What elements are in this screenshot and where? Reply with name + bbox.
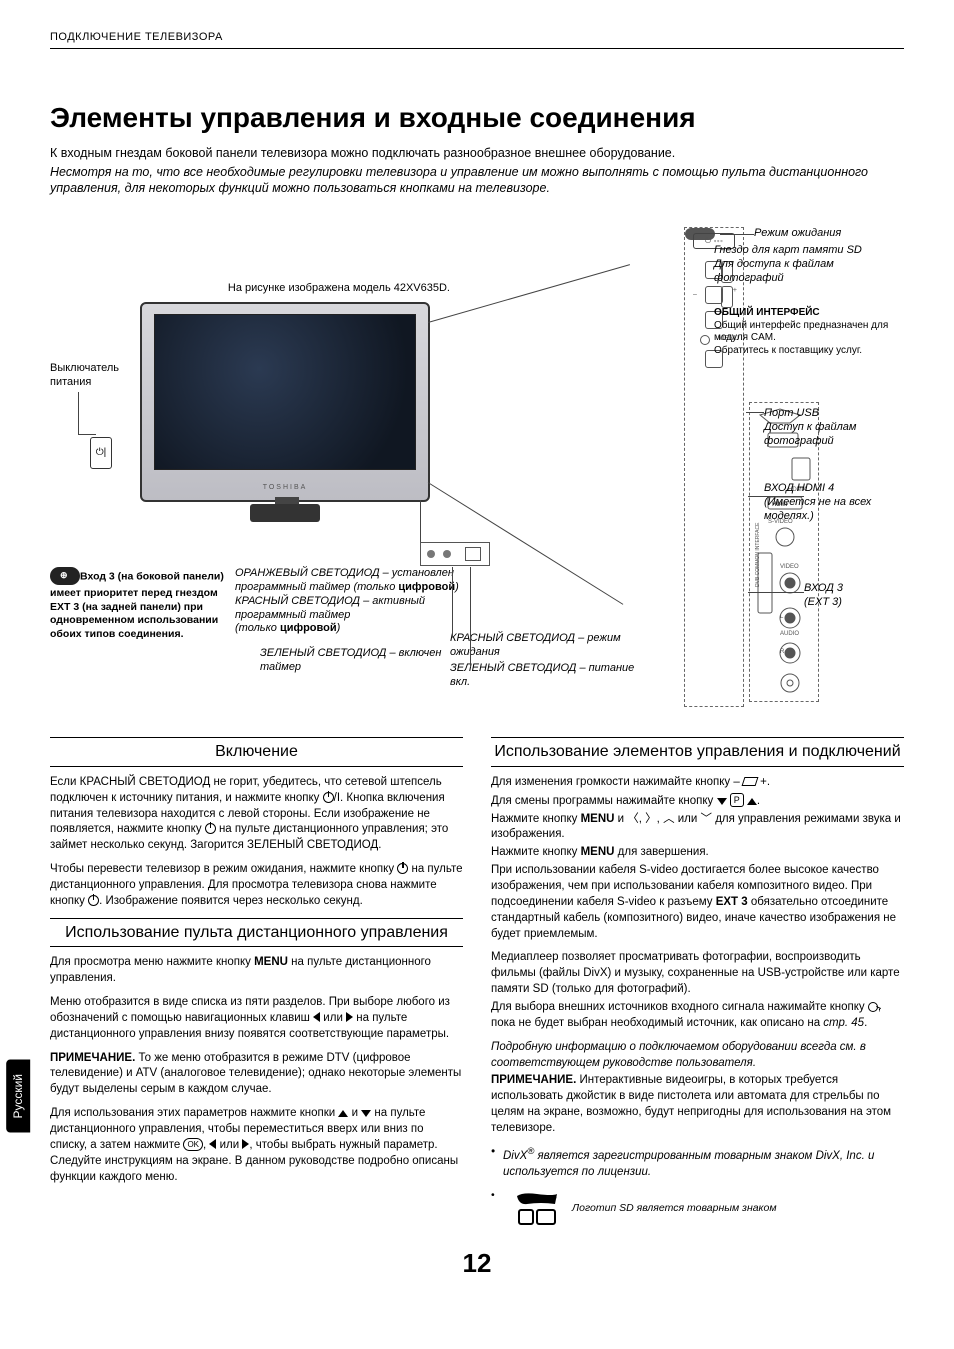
- s3-p3: Нажмите кнопку MENU и 〈, 〉, ︿ или ﹀ для …: [491, 812, 904, 844]
- power-icon: [323, 792, 334, 803]
- svg-text:DVB COMMON INTERFACE: DVB COMMON INTERFACE: [755, 522, 761, 587]
- ci-slot-icon: [721, 286, 733, 308]
- input3-priority-note: ⊕ Вход 3 (на боковой панели) имеет приор…: [50, 567, 230, 641]
- divx-trademark: DivX® является зарегистрированным товарн…: [503, 1145, 904, 1181]
- power-switch-label: Выключатель питания: [50, 362, 155, 390]
- sd-trademark: ™ Логотип SD является товарным знаком: [503, 1188, 904, 1228]
- red-led-standby-label: КРАСНЫЙ СВЕТОДИОД – режим ожидания: [450, 632, 650, 660]
- up-arrow-icon: [747, 798, 757, 805]
- up-arrow-icon: [338, 1110, 348, 1117]
- model-note: На рисунке изображена модель 42XV635D.: [150, 282, 450, 296]
- power-icon: [397, 863, 408, 874]
- s3-p2: Для смены программы нажимайте кнопку P .: [491, 793, 904, 810]
- source-icon: [868, 1002, 878, 1012]
- svg-text:™: ™: [551, 1195, 557, 1202]
- s3-p8: Подробную информацию о подключаемом обор…: [491, 1040, 904, 1072]
- s2-p2: Меню отобразится в виде списка из пяти р…: [50, 995, 463, 1043]
- tv-stand: [250, 504, 320, 522]
- speaker-icon: [742, 777, 759, 786]
- p-icon: P: [730, 793, 744, 807]
- page-title: Элементы управления и входные соединения: [50, 99, 904, 137]
- ext3-label: ВХОД 3 (EXT 3): [804, 582, 904, 610]
- down-arrow-icon: [361, 1110, 371, 1117]
- s2-p3: Для использования этих параметров нажмит…: [50, 1106, 463, 1185]
- input-btn: [700, 335, 710, 345]
- tv-diagram: На рисунке изображена модель 42XV635D. T…: [50, 212, 904, 722]
- s3-p1: Для изменения громкости нажимайте кнопку…: [491, 775, 904, 791]
- s3-p7: Для выбора внешних источников входного с…: [491, 1000, 904, 1032]
- page-number: 12: [50, 1246, 904, 1281]
- tv-screen: [154, 314, 416, 470]
- s2-note: ПРИМЕЧАНИЕ. То же меню отобразится в реж…: [50, 1051, 463, 1099]
- s3-p6: Медиаплеер позволяет просматривать фотог…: [491, 950, 904, 998]
- language-tab: Русский: [6, 1060, 30, 1133]
- s2-p1: Для просмотра меню нажмите кнопку MENU н…: [50, 955, 463, 987]
- s1-p1: Если КРАСНЫЙ СВЕТОДИОД не горит, убедите…: [50, 775, 463, 854]
- usb-label: Порт USB Доступ к файлам фотографий: [764, 407, 904, 448]
- down-arrow-icon: [717, 798, 727, 805]
- standby-label: Режим ожидания: [754, 227, 904, 241]
- heading-controls: Использование элементов управления и под…: [491, 737, 904, 767]
- heading-remote: Использование пульта дистанционного упра…: [50, 918, 463, 948]
- orange-led-label: ОРАНЖЕВЫЙ СВЕТОДИОД – установлен програм…: [235, 567, 460, 636]
- s1-p2: Чтобы перевести телевизор в режим ожидан…: [50, 862, 463, 910]
- tv-brand: TOSHIBA: [142, 483, 428, 492]
- content-columns: Включение Если КРАСНЫЙ СВЕТОДИОД не гори…: [50, 737, 904, 1228]
- heading-power-on: Включение: [50, 737, 463, 767]
- green-led-power-label: ЗЕЛЕНЫЙ СВЕТОДИОД – питание вкл.: [450, 662, 650, 690]
- svg-text:AUDIO: AUDIO: [780, 631, 799, 637]
- power-icon: [88, 895, 99, 906]
- led-indicator: [420, 542, 490, 566]
- s3-note: ПРИМЕЧАНИЕ. Интерактивные видеоигры, в к…: [491, 1073, 904, 1136]
- intro-text-2: Несмотря на то, что все необходимые регу…: [50, 164, 904, 198]
- ci-label: ОБЩИЙ ИНТЕРФЕЙС Общий интерфейс предназн…: [714, 307, 904, 357]
- ok-icon: OK: [183, 1138, 203, 1151]
- sd-logo-icon: ™: [513, 1192, 561, 1228]
- svg-text:VIDEO: VIDEO: [780, 564, 799, 570]
- power-icon: [205, 823, 216, 834]
- section-header: ПОДКЛЮЧЕНИЕ ТЕЛЕВИЗОРА: [50, 30, 904, 49]
- left-column: Включение Если КРАСНЫЙ СВЕТОДИОД не гори…: [50, 737, 463, 1228]
- hdmi4-label: ВХОД HDMI 4 (Имеется не на всех моделях.…: [764, 482, 904, 523]
- power-switch-icon: ⏻|: [90, 437, 112, 469]
- sd-slot-label: Гнездо для карт памяти SD Для доступа к …: [714, 244, 904, 285]
- s3-p5: При использовании кабеля S-video достига…: [491, 863, 904, 942]
- right-column: Использование элементов управления и под…: [491, 737, 904, 1228]
- s3-p4: Нажмите кнопку MENU для завершения.: [491, 845, 904, 861]
- green-led-timer-label: ЗЕЛЕНЫЙ СВЕТОДИОД – включен таймер: [260, 647, 460, 675]
- right-arrow-icon: [346, 1012, 353, 1022]
- intro-text-1: К входным гнездам боковой панели телевиз…: [50, 145, 904, 162]
- side-button-panel: ⏻ ∘∘∘ – + MENU OK: [684, 227, 744, 707]
- tv-body: TOSHIBA: [140, 302, 430, 502]
